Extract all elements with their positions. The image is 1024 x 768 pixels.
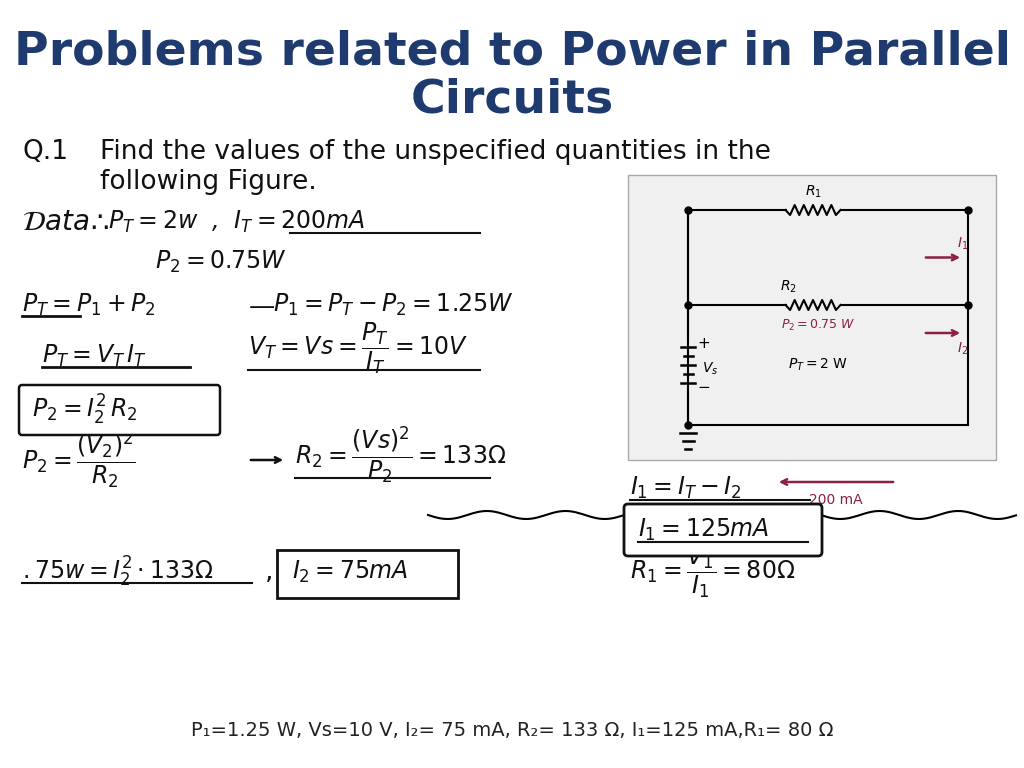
- Text: $I_1 = 125mA$: $I_1 = 125mA$: [638, 517, 769, 543]
- Text: $P_2 = 0.75$ W: $P_2 = 0.75$ W: [781, 317, 855, 333]
- Text: Problems related to Power in Parallel: Problems related to Power in Parallel: [13, 29, 1011, 74]
- Text: $\mathcal{D}$$a\mathit{t}a$: $\mathcal{D}$$a\mathit{t}a$: [22, 208, 89, 236]
- Text: $P_2 = 0.75W$: $P_2 = 0.75W$: [155, 249, 287, 275]
- Text: 200 mA: 200 mA: [809, 493, 863, 507]
- Text: $R_1$: $R_1$: [805, 184, 821, 200]
- Text: $V_T{=}Vs = \dfrac{P_T}{I_T} = 10V$: $V_T{=}Vs = \dfrac{P_T}{I_T} = 10V$: [248, 320, 468, 376]
- Text: $—$: $—$: [248, 292, 275, 318]
- Text: following Figure.: following Figure.: [100, 169, 316, 195]
- Text: $P_T = P_1 + P_2$: $P_T = P_1 + P_2$: [22, 292, 156, 318]
- Text: $P_T = V_T\,I_T$: $P_T = V_T\,I_T$: [42, 343, 147, 369]
- Text: ,: ,: [265, 559, 273, 585]
- Text: $V_s$: $V_s$: [702, 361, 719, 377]
- Text: Find the values of the unspecified quantities in the: Find the values of the unspecified quant…: [100, 139, 771, 165]
- Text: $.75w = I_2^2 \cdot 133\Omega$: $.75w = I_2^2 \cdot 133\Omega$: [22, 555, 213, 589]
- FancyBboxPatch shape: [19, 385, 220, 435]
- Text: $I_2 = 75mA$: $I_2 = 75mA$: [292, 559, 408, 585]
- Text: $I_1 = I_T - I_2$: $I_1 = I_T - I_2$: [630, 475, 741, 501]
- Text: $R_2$: $R_2$: [779, 279, 797, 295]
- FancyBboxPatch shape: [624, 504, 822, 556]
- Text: Circuits: Circuits: [411, 78, 613, 123]
- Text: $I_2$: $I_2$: [957, 341, 969, 357]
- Text: +: +: [697, 336, 710, 350]
- Text: P₁=1.25 W, Vs=10 V, I₂= 75 mA, R₂= 133 Ω, I₁=125 mA,R₁= 80 Ω: P₁=1.25 W, Vs=10 V, I₂= 75 mA, R₂= 133 Ω…: [190, 720, 834, 740]
- FancyBboxPatch shape: [278, 550, 458, 598]
- Text: $P_1 = P_T - P_2 = 1.25W$: $P_1 = P_T - P_2 = 1.25W$: [273, 292, 513, 318]
- Text: $R_1 = \dfrac{V_1}{I_1} = 80\Omega$: $R_1 = \dfrac{V_1}{I_1} = 80\Omega$: [630, 544, 796, 600]
- Text: Q.1: Q.1: [22, 139, 68, 165]
- Text: $R_2 = \dfrac{(Vs)^2}{P_2} = 133\Omega$: $R_2 = \dfrac{(Vs)^2}{P_2} = 133\Omega$: [295, 425, 506, 485]
- Text: $P_2 = I_2^2\,R_2$: $P_2 = I_2^2\,R_2$: [32, 393, 137, 427]
- Text: $P_T = 2w$  ,  $I_T = 200mA$: $P_T = 2w$ , $I_T = 200mA$: [108, 209, 366, 235]
- Text: $P_2 = \dfrac{(V_2)^2}{R_2}$: $P_2 = \dfrac{(V_2)^2}{R_2}$: [22, 429, 136, 491]
- Text: $P_T = 2$ W: $P_T = 2$ W: [787, 357, 848, 373]
- Text: $\therefore$: $\therefore$: [85, 208, 110, 236]
- Bar: [628, 175, 996, 460]
- Text: $I_1$: $I_1$: [957, 235, 969, 252]
- Text: −: −: [697, 379, 710, 395]
